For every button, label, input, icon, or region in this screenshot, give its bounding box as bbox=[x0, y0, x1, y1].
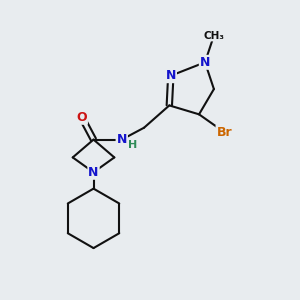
Text: Br: Br bbox=[217, 126, 232, 139]
Text: O: O bbox=[76, 111, 87, 124]
Text: N: N bbox=[88, 166, 99, 179]
Text: N: N bbox=[117, 133, 127, 146]
Text: N: N bbox=[200, 56, 210, 69]
Text: H: H bbox=[128, 140, 138, 150]
Text: CH₃: CH₃ bbox=[203, 31, 224, 40]
Text: N: N bbox=[166, 69, 176, 82]
